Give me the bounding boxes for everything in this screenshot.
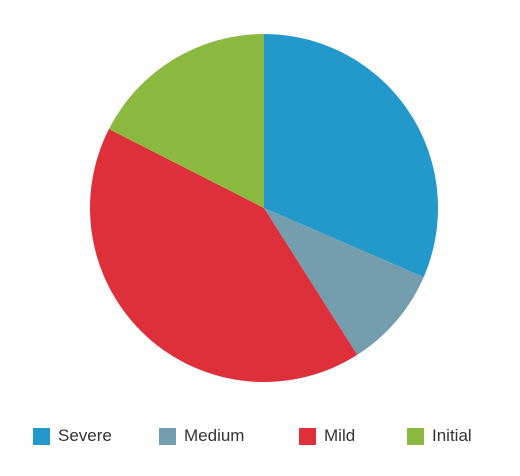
pie-chart-plot: [90, 34, 438, 382]
legend-item-initial[interactable]: Initial: [407, 424, 472, 448]
legend-swatch-severe: [33, 427, 50, 445]
legend-swatch-medium: [159, 427, 176, 445]
pie-slice-mild[interactable]: [90, 129, 358, 382]
legend-item-medium[interactable]: Medium: [159, 424, 244, 448]
legend-item-severe[interactable]: Severe: [33, 424, 112, 448]
pie-slice-medium[interactable]: [264, 208, 424, 355]
legend-swatch-mild: [299, 427, 316, 445]
pie-slice-initial[interactable]: [108, 34, 265, 208]
legend-label-mild: Mild: [324, 426, 356, 445]
legend-label-medium: Medium: [184, 426, 245, 445]
legend-swatch-initial: [407, 427, 424, 445]
legend-label-initial: Initial: [432, 426, 472, 445]
legend-label-severe: Severe: [58, 426, 112, 445]
legend: Severe Medium Mild Initial: [0, 424, 520, 448]
legend-item-mild[interactable]: Mild: [299, 424, 355, 448]
pie-slice-severe[interactable]: [264, 34, 438, 278]
